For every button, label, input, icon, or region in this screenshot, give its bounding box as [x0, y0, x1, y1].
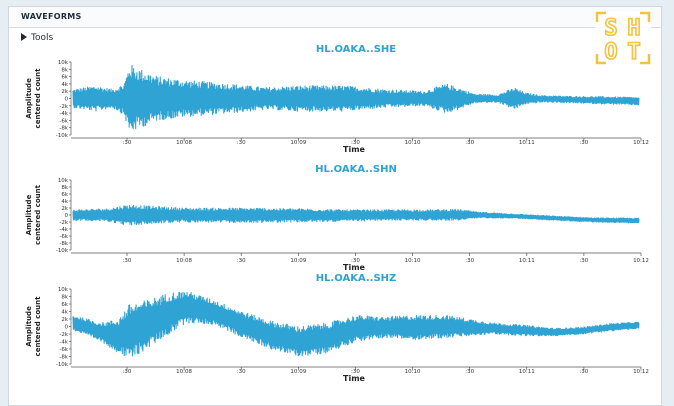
logo-background	[595, 11, 651, 65]
x-tick-label: :30	[465, 369, 474, 375]
y-tick-label: -2k	[59, 332, 68, 338]
waveform-trace	[72, 64, 640, 130]
x-tick-label: 10:11	[519, 369, 535, 375]
y-tick-label: -8k	[59, 126, 68, 132]
y-axis-label: Amplitude	[25, 306, 33, 347]
x-tick-label: 10:10	[405, 258, 421, 264]
y-tick-label: 0	[65, 213, 69, 219]
x-tick-label: :30	[237, 258, 246, 264]
x-tick-label: :30	[465, 140, 474, 146]
y-axis-label-unit: centered count	[34, 296, 42, 357]
x-tick-label: :30	[579, 258, 588, 264]
y-tick-label: 10k	[58, 60, 69, 66]
logo-corner	[595, 54, 606, 65]
x-tick-label: :30	[351, 369, 360, 375]
x-tick-label: :30	[465, 258, 474, 264]
y-tick-label: 8k	[61, 185, 68, 191]
y-tick-label: -6k	[59, 234, 68, 240]
y-tick-label: -2k	[59, 220, 68, 226]
y-tick-label: -8k	[59, 241, 68, 247]
x-tick-label: :30	[237, 369, 246, 375]
x-tick-label: 10:09	[290, 258, 306, 264]
tools-toggle[interactable]: Tools	[21, 33, 53, 43]
x-tick-label: :30	[123, 140, 132, 146]
chart-title: HL.OAKA..SHZ	[316, 273, 397, 284]
x-tick-label: 10:10	[405, 140, 421, 146]
y-tick-label: 6k	[61, 302, 68, 308]
logo-corner	[640, 54, 651, 65]
y-tick-label: 4k	[61, 310, 68, 316]
x-tick-label: 10:08	[176, 258, 192, 264]
shot-logo: S HO T	[595, 11, 651, 66]
x-tick-label: 10:10	[405, 369, 421, 375]
logo-letter: S	[604, 16, 617, 41]
y-axis-label: Amplitude	[25, 194, 33, 235]
y-tick-label: 2k	[61, 89, 68, 95]
chart-title: HL.OAKA..SHE	[316, 44, 396, 55]
x-tick-label: :30	[579, 369, 588, 375]
y-tick-label: -10k	[56, 248, 69, 254]
y-axis-label-unit: centered count	[34, 68, 42, 129]
logo-letter: H	[627, 16, 640, 41]
x-tick-label: 10:11	[519, 140, 535, 146]
y-axis-label-unit: centered count	[34, 184, 42, 245]
x-tick-label: 10:12	[633, 369, 649, 375]
x-tick-label: 10:12	[633, 140, 649, 146]
waveform-charts: HL.OAKA..SHE10k8k6k4k2k0-2k-4k-6k-8k-10k…	[25, 44, 649, 383]
x-tick-label: 10:12	[633, 258, 649, 264]
y-tick-label: 0	[65, 325, 69, 331]
y-tick-label: 6k	[61, 75, 68, 81]
logo-corner	[640, 11, 651, 22]
y-tick-label: -4k	[59, 227, 68, 233]
x-axis-label: Time	[343, 374, 366, 383]
logo-letter: T	[627, 40, 640, 65]
logo-corner	[595, 11, 606, 22]
y-tick-label: -4k	[59, 111, 68, 117]
y-tick-label: 2k	[61, 317, 68, 323]
y-tick-label: -2k	[59, 104, 68, 110]
y-axis-label: Amplitude	[25, 78, 33, 119]
y-tick-label: 4k	[61, 199, 68, 205]
x-tick-label: :30	[579, 140, 588, 146]
y-tick-label: -4k	[59, 340, 68, 346]
y-tick-label: 8k	[61, 67, 68, 73]
y-tick-label: 8k	[61, 295, 68, 301]
y-tick-label: 4k	[61, 82, 68, 88]
chart-title: HL.OAKA..SHN	[315, 164, 397, 175]
y-tick-label: 10k	[58, 287, 69, 293]
waveform-trace	[72, 204, 640, 226]
x-tick-label: :30	[123, 369, 132, 375]
y-tick-label: -6k	[59, 347, 68, 353]
y-tick-label: 2k	[61, 206, 68, 212]
y-tick-label: -10k	[56, 133, 69, 139]
waveform-trace	[72, 291, 640, 357]
x-tick-label: :30	[351, 140, 360, 146]
caret-right-icon	[21, 33, 27, 41]
x-tick-label: 10:08	[176, 140, 192, 146]
x-tick-label: 10:09	[290, 140, 306, 146]
panel-title: WAVEFORMS	[21, 12, 82, 21]
y-tick-label: 10k	[58, 178, 69, 184]
x-tick-label: 10:09	[290, 369, 306, 375]
logo-letter: O	[604, 40, 617, 65]
x-tick-label: 10:11	[519, 258, 535, 264]
x-tick-label: :30	[123, 258, 132, 264]
y-tick-label: -8k	[59, 355, 68, 361]
y-tick-label: -6k	[59, 118, 68, 124]
x-tick-label: 10:08	[176, 369, 192, 375]
x-axis-label: Time	[343, 145, 366, 154]
waveforms-panel: WAVEFORMS Tools HL.OAKA..SHE 10k 8k 6k 4k 2k 0…	[8, 6, 662, 406]
y-tick-label: 0	[65, 97, 69, 103]
panel-header: WAVEFORMS	[9, 7, 661, 28]
y-tick-label: -10k	[56, 362, 69, 368]
x-tick-label: :30	[351, 258, 360, 264]
x-axis-label: Time	[343, 263, 366, 272]
x-tick-label: :30	[237, 140, 246, 146]
y-tick-label: 6k	[61, 192, 68, 198]
tools-label: Tools	[31, 33, 54, 43]
